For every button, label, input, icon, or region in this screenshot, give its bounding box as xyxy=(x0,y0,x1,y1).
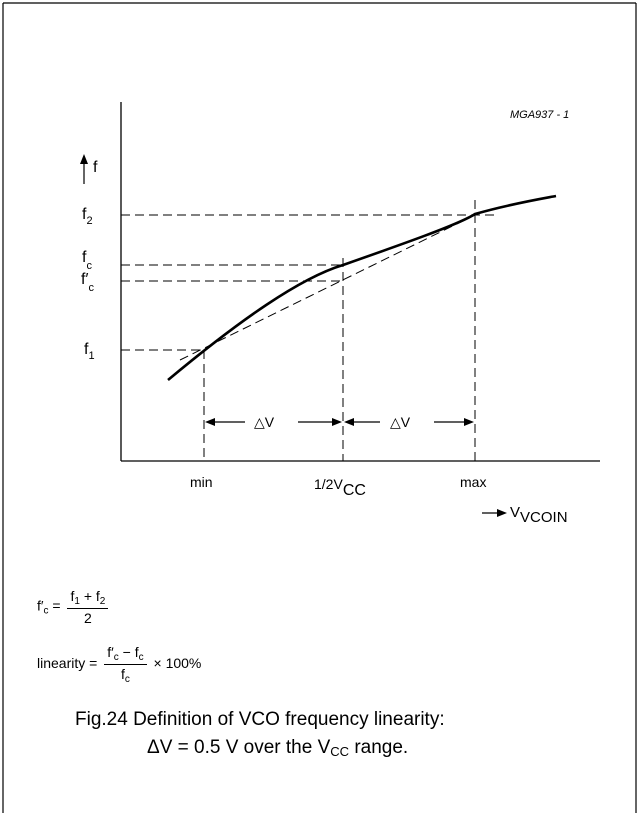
dv2-right-arrowhead xyxy=(464,418,474,426)
formula2-den-sub: c xyxy=(124,674,130,685)
x-label-half: 1/2VCC xyxy=(314,476,366,499)
label-fc: fc xyxy=(82,249,92,272)
caption-line-2-sub: CC xyxy=(330,744,350,759)
figure-id: MGA937 - 1 xyxy=(510,109,569,121)
label-fcp: f′c xyxy=(81,271,94,294)
formula1-lhs: f′ xyxy=(37,597,44,614)
formula2-num-a-sub: c xyxy=(113,652,119,663)
y-axis-label: f xyxy=(93,159,98,176)
delta-v-label-1: △V xyxy=(254,414,275,430)
delta-v-label-2: △V xyxy=(390,414,411,430)
formula1-num-a: f xyxy=(70,588,75,604)
formula2-num-a: f′ xyxy=(107,644,114,660)
dv2-left-arrowhead xyxy=(344,418,354,426)
y-arrow-head xyxy=(80,154,88,164)
dv1-right-arrowhead xyxy=(332,418,342,426)
formula1-den: 2 xyxy=(84,610,92,626)
formula2-times: × xyxy=(153,655,162,672)
formula2-pct: 100% xyxy=(165,655,202,672)
x-arrow-head xyxy=(497,509,507,517)
dv1-left-arrowhead xyxy=(205,418,215,426)
formula2-eq: = xyxy=(89,655,98,672)
x-label-min: min xyxy=(190,474,213,490)
figure-caption: Fig.24 Definition of VCO frequency linea… xyxy=(75,706,595,766)
formula2-minus: − xyxy=(122,644,131,660)
caption-line-2: ΔV = 0.5 V over the VCC range. xyxy=(75,734,595,766)
formula2-num-b: f xyxy=(134,644,139,660)
label-f1: f1 xyxy=(84,341,95,362)
linear-reference-line xyxy=(179,214,476,361)
formula1-num-a-sub: 1 xyxy=(74,596,80,607)
formula2-fraction: f′c − fc fc xyxy=(104,644,147,685)
vco-curve xyxy=(167,194,557,381)
formula1-eq: = xyxy=(52,597,61,614)
caption-line-2b: range. xyxy=(349,737,409,758)
caption-line-2a: ΔV = 0.5 V over the V xyxy=(147,737,331,758)
formula1-fraction: f1 + f2 2 xyxy=(67,588,109,626)
formula2-lhs: linearity xyxy=(37,655,86,672)
formula1-num-b-sub: 2 xyxy=(99,596,106,607)
formula-fc-prime: f′c = f1 + f2 2 xyxy=(37,588,111,626)
formula-linearity: linearity = f′c − fc fc × 100% xyxy=(37,644,201,685)
formula2-den: f xyxy=(120,666,125,682)
formula1-plus: + xyxy=(83,588,93,604)
caption-line-1: Fig.24 Definition of VCO frequency linea… xyxy=(75,709,445,730)
formula2-num-b-sub: c xyxy=(138,652,144,663)
formula1-lhs-sub: c xyxy=(43,605,49,617)
x-label-max: max xyxy=(460,474,486,490)
x-axis-label: VVCOIN xyxy=(510,504,568,526)
label-f2: f2 xyxy=(82,206,93,227)
formula1-num-b: f xyxy=(95,588,100,604)
